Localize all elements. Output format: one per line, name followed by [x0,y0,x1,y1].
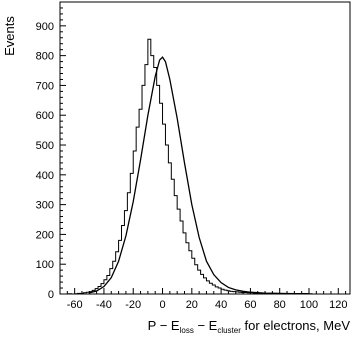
y-tick-label: 600 [36,110,54,122]
x-tick-label: -20 [125,299,141,311]
x-tick-label: 100 [300,299,318,311]
x-tick-label: 60 [244,299,256,311]
y-tick-label: 300 [36,200,54,212]
x-axis-label: P − Eloss − Ecluster for electrons, MeV [148,318,351,335]
y-tick-label: 800 [36,51,54,63]
x-tick-label: 80 [274,299,286,311]
y-tick-label: 900 [36,21,54,33]
y-tick-label: 200 [36,229,54,241]
x-tick-label: -60 [67,299,83,311]
y-axis-label: Events [2,16,17,56]
y-tick-label: 0 [48,289,54,301]
x-tick-label: -40 [96,299,112,311]
x-tick-label: 20 [186,299,198,311]
y-tick-label: 500 [36,140,54,152]
x-tick-label: 40 [215,299,227,311]
x-tick-label: 0 [159,299,165,311]
y-tick-label: 700 [36,80,54,92]
y-tick-label: 100 [36,259,54,271]
x-tick-label: 120 [329,299,347,311]
fit-curve [89,56,309,295]
plot-frame [59,1,351,295]
y-tick-label: 400 [36,170,54,182]
